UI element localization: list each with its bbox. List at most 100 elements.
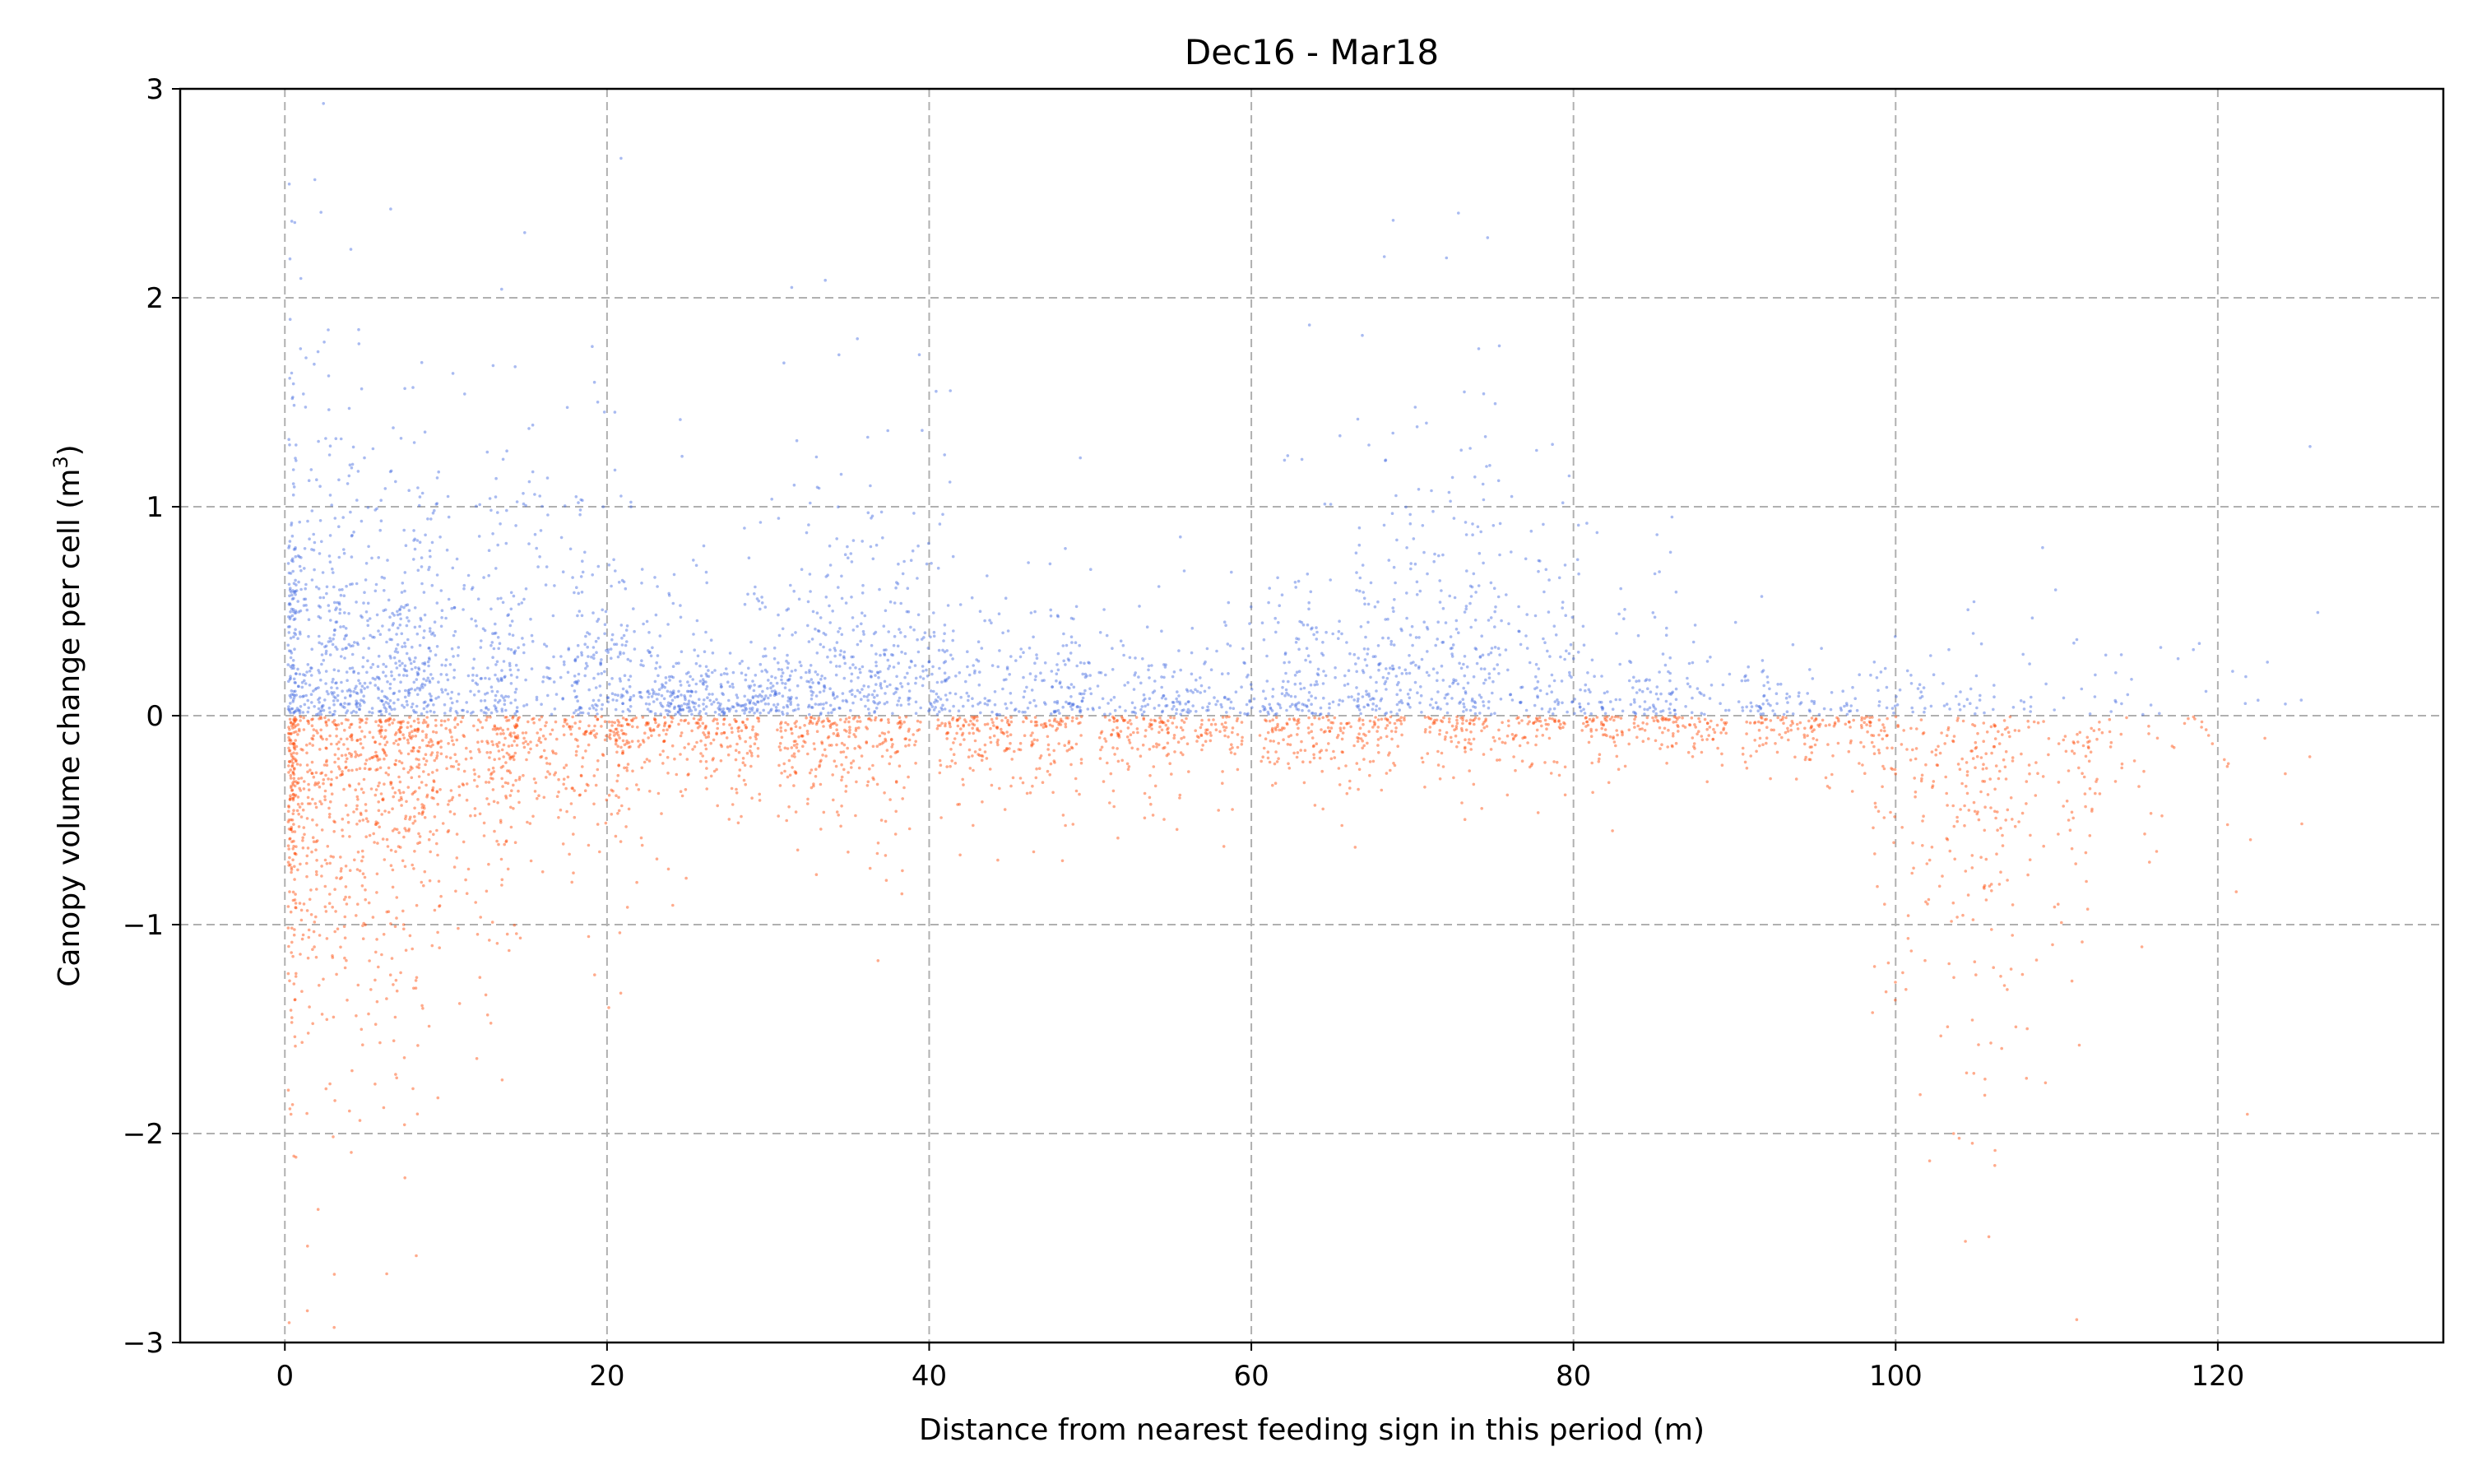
data-point: [1377, 738, 1380, 741]
data-point: [746, 752, 749, 755]
data-point: [383, 589, 386, 592]
data-point: [665, 709, 668, 712]
data-point: [440, 625, 443, 628]
data-point: [1160, 686, 1163, 689]
data-point: [1691, 711, 1694, 714]
data-point: [1525, 613, 1529, 616]
data-point: [743, 695, 746, 698]
data-point: [657, 693, 661, 696]
data-point: [2053, 708, 2056, 712]
data-point: [330, 778, 333, 781]
data-point: [599, 693, 602, 697]
data-point: [386, 740, 389, 744]
data-point: [310, 913, 313, 916]
data-point: [1158, 716, 1162, 720]
data-point: [340, 438, 343, 441]
data-point: [1190, 673, 1194, 676]
data-point: [996, 665, 1000, 669]
data-point: [1334, 666, 1337, 670]
data-point: [440, 753, 443, 756]
data-point: [1449, 685, 1452, 689]
data-point: [299, 673, 302, 676]
data-point: [797, 707, 800, 711]
data-point: [583, 551, 587, 554]
data-point: [577, 591, 580, 595]
data-point: [510, 682, 513, 685]
data-point: [827, 712, 830, 715]
data-point: [1366, 621, 1370, 624]
data-point: [904, 744, 907, 748]
data-point: [1955, 816, 1959, 819]
data-point: [1441, 554, 1445, 557]
data-point: [310, 718, 313, 721]
data-point: [921, 429, 924, 432]
data-point: [1587, 703, 1590, 706]
data-point: [1364, 658, 1367, 661]
data-point: [307, 846, 310, 850]
data-point: [610, 647, 613, 651]
data-point: [406, 675, 409, 678]
data-point: [337, 670, 341, 673]
data-point: [2147, 725, 2150, 728]
data-point: [420, 712, 424, 716]
data-point: [517, 647, 520, 650]
data-point: [979, 712, 982, 715]
data-point: [1071, 703, 1074, 707]
data-point: [652, 700, 656, 703]
data-point: [666, 623, 670, 626]
data-point: [1321, 808, 1324, 811]
data-point: [513, 731, 516, 735]
data-point: [323, 698, 327, 702]
data-point: [850, 766, 853, 769]
data-point: [1362, 719, 1365, 722]
data-point: [1075, 665, 1079, 668]
data-point: [1798, 703, 1802, 706]
data-point: [1582, 625, 1585, 628]
data-point: [355, 706, 359, 709]
data-point: [780, 772, 783, 775]
data-point: [823, 685, 826, 689]
data-point: [608, 683, 611, 686]
data-point: [1025, 686, 1028, 689]
data-point: [1289, 705, 1292, 708]
data-point: [1334, 676, 1337, 679]
data-point: [972, 824, 975, 828]
data-point: [663, 686, 666, 689]
data-point: [2183, 722, 2187, 726]
data-point: [290, 220, 294, 223]
data-point: [837, 814, 840, 817]
data-point: [610, 656, 613, 660]
data-point: [360, 730, 364, 733]
data-point: [1639, 705, 1642, 708]
data-point: [1297, 648, 1301, 652]
data-point: [1123, 684, 1126, 687]
data-point: [1081, 673, 1084, 676]
data-point: [368, 959, 371, 962]
data-point: [719, 703, 722, 706]
data-point: [1022, 651, 1025, 654]
data-point: [945, 765, 949, 768]
data-point: [1487, 653, 1491, 656]
data-point: [1338, 630, 1341, 633]
data-point: [397, 789, 401, 792]
data-point: [674, 696, 677, 699]
data-point: [360, 520, 364, 523]
data-point: [314, 848, 318, 851]
data-point: [383, 782, 386, 786]
data-point: [1389, 642, 1393, 646]
data-point: [1851, 686, 1854, 689]
data-point: [773, 647, 777, 650]
data-point: [949, 709, 952, 712]
data-point: [1055, 663, 1059, 666]
data-point: [411, 777, 414, 780]
data-point: [355, 582, 359, 586]
data-point: [795, 697, 798, 700]
data-point: [1294, 695, 1297, 698]
data-point: [1664, 664, 1668, 667]
data-point: [1547, 711, 1551, 714]
data-point: [592, 646, 596, 649]
data-point: [1070, 708, 1074, 712]
data-point: [1579, 705, 1582, 708]
data-point: [1517, 605, 1520, 609]
